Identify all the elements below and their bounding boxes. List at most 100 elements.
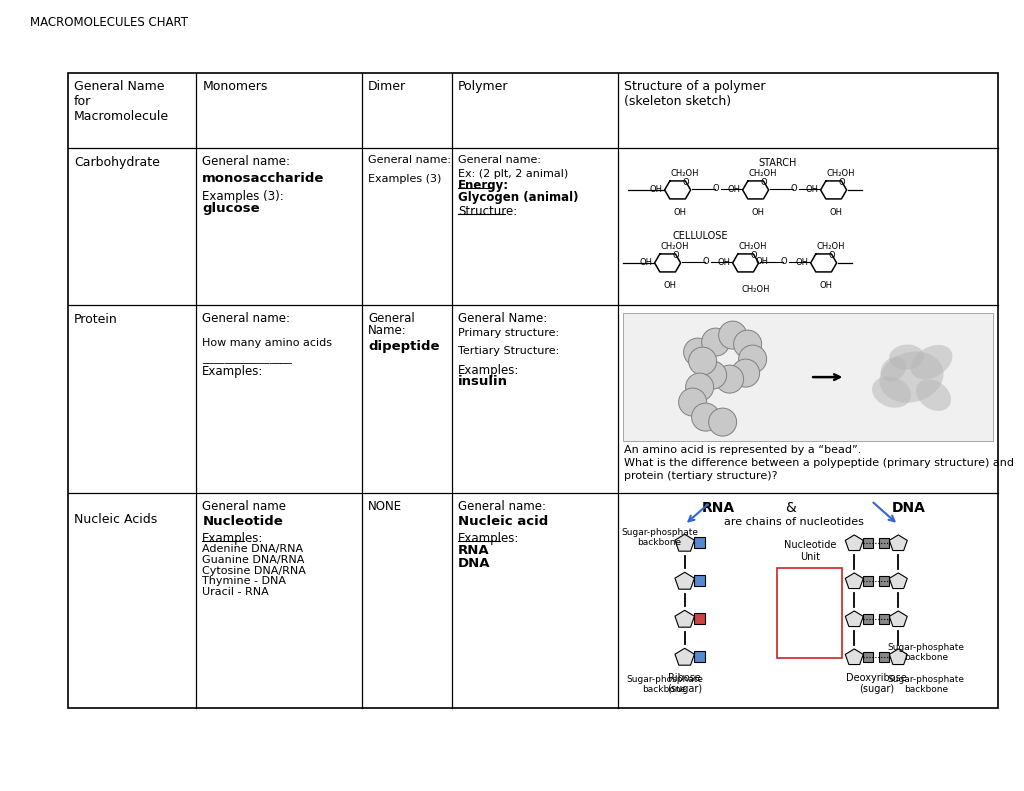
Circle shape bbox=[698, 361, 727, 389]
Text: O: O bbox=[751, 252, 758, 260]
Text: An amino acid is represented by a “bead”.: An amino acid is represented by a “bead”… bbox=[624, 445, 861, 455]
Circle shape bbox=[679, 388, 707, 416]
Polygon shape bbox=[889, 535, 907, 551]
Bar bbox=[694, 613, 706, 624]
Text: OH: OH bbox=[664, 281, 677, 290]
Bar bbox=[863, 538, 873, 548]
Text: General Name:: General Name: bbox=[458, 312, 548, 325]
Text: DNA: DNA bbox=[892, 501, 926, 515]
Text: protein (tertiary structure)?: protein (tertiary structure)? bbox=[624, 471, 777, 481]
Text: OH: OH bbox=[829, 208, 843, 217]
Text: DNA: DNA bbox=[458, 557, 490, 570]
Polygon shape bbox=[675, 534, 694, 551]
Text: General name:: General name: bbox=[203, 155, 291, 168]
Text: Uracil - RNA: Uracil - RNA bbox=[203, 587, 269, 597]
Polygon shape bbox=[675, 649, 694, 665]
Ellipse shape bbox=[881, 357, 906, 381]
Text: Protein: Protein bbox=[74, 313, 118, 327]
Text: NONE: NONE bbox=[368, 500, 402, 513]
Text: Tertiary Structure:: Tertiary Structure: bbox=[458, 346, 559, 356]
Polygon shape bbox=[889, 649, 907, 664]
Text: ________________: ________________ bbox=[203, 354, 292, 365]
Text: Nucleic acid: Nucleic acid bbox=[458, 516, 548, 528]
Ellipse shape bbox=[872, 377, 911, 408]
Text: CELLULOSE: CELLULOSE bbox=[673, 231, 728, 241]
Text: OH: OH bbox=[819, 281, 833, 290]
Circle shape bbox=[733, 330, 762, 358]
Circle shape bbox=[684, 338, 712, 366]
Polygon shape bbox=[889, 611, 907, 626]
Text: Thymine - DNA: Thymine - DNA bbox=[203, 577, 287, 586]
Text: Examples (3):: Examples (3): bbox=[203, 191, 284, 203]
Bar bbox=[777, 568, 843, 658]
Text: Examples:: Examples: bbox=[203, 532, 264, 546]
Text: Examples:: Examples: bbox=[458, 532, 519, 546]
Text: Polymer: Polymer bbox=[458, 80, 509, 93]
Text: General Name: General Name bbox=[74, 80, 165, 93]
Text: O: O bbox=[828, 252, 836, 260]
Text: CH₂OH: CH₂OH bbox=[671, 169, 699, 178]
Bar bbox=[694, 537, 706, 548]
Text: Name:: Name: bbox=[368, 324, 407, 337]
Text: &: & bbox=[785, 501, 796, 515]
Text: RNA: RNA bbox=[701, 501, 734, 515]
Text: insulin: insulin bbox=[458, 375, 508, 388]
Text: Energy:: Energy: bbox=[458, 180, 509, 192]
Text: Carbohydrate: Carbohydrate bbox=[74, 156, 160, 169]
Text: Sugar-phosphate
backbone: Sugar-phosphate backbone bbox=[888, 643, 965, 662]
Circle shape bbox=[731, 359, 760, 387]
Text: O: O bbox=[713, 184, 719, 194]
Text: OH: OH bbox=[752, 208, 765, 217]
Text: Cytosine DNA/RNA: Cytosine DNA/RNA bbox=[203, 566, 306, 576]
Bar bbox=[694, 575, 706, 586]
Text: glucose: glucose bbox=[203, 202, 260, 215]
Text: Nucleic Acids: Nucleic Acids bbox=[74, 513, 158, 526]
Circle shape bbox=[738, 345, 767, 373]
Text: Dimer: Dimer bbox=[368, 80, 406, 93]
Text: O: O bbox=[791, 184, 798, 194]
Bar bbox=[879, 576, 889, 586]
Text: Sugar-phosphate
backbone: Sugar-phosphate backbone bbox=[888, 675, 965, 694]
Bar bbox=[694, 651, 706, 662]
Text: RNA: RNA bbox=[458, 544, 489, 557]
Text: What is the difference between a polypeptide (primary structure) and: What is the difference between a polypep… bbox=[624, 458, 1014, 467]
Text: General name: General name bbox=[203, 500, 287, 513]
Text: Examples (3): Examples (3) bbox=[368, 174, 441, 184]
Text: O: O bbox=[683, 179, 689, 187]
Text: O: O bbox=[702, 257, 710, 267]
Polygon shape bbox=[845, 649, 863, 664]
Text: Adenine DNA/RNA: Adenine DNA/RNA bbox=[203, 544, 303, 554]
Text: Deoxyribose
(sugar): Deoxyribose (sugar) bbox=[846, 672, 906, 694]
Bar bbox=[623, 313, 993, 441]
Text: Sugar-phosphate
backbone: Sugar-phosphate backbone bbox=[627, 675, 703, 694]
Text: Examples:: Examples: bbox=[458, 364, 519, 377]
Text: OH: OH bbox=[756, 257, 769, 267]
Bar bbox=[68, 73, 998, 708]
Text: O: O bbox=[761, 179, 767, 187]
Text: General name:: General name: bbox=[458, 155, 541, 165]
Text: General name:: General name: bbox=[458, 500, 546, 513]
Text: Primary structure:: Primary structure: bbox=[458, 328, 559, 338]
Polygon shape bbox=[845, 611, 863, 626]
Text: O: O bbox=[780, 257, 787, 267]
Text: STARCH: STARCH bbox=[758, 158, 797, 168]
Text: How many amino acids: How many amino acids bbox=[203, 338, 333, 348]
Text: Ribose
(sugar): Ribose (sugar) bbox=[667, 672, 702, 694]
Text: Structure:: Structure: bbox=[458, 205, 517, 218]
Text: OH: OH bbox=[649, 185, 663, 195]
Text: OH: OH bbox=[640, 259, 652, 267]
Polygon shape bbox=[675, 572, 694, 589]
Text: OH: OH bbox=[674, 208, 687, 217]
Circle shape bbox=[691, 403, 720, 431]
Text: OH: OH bbox=[806, 185, 818, 195]
Text: OH: OH bbox=[796, 259, 809, 267]
Text: OH: OH bbox=[718, 259, 731, 267]
Text: Glycogen (animal): Glycogen (animal) bbox=[458, 191, 579, 204]
Bar bbox=[863, 652, 873, 662]
Text: dipeptide: dipeptide bbox=[368, 339, 439, 353]
Circle shape bbox=[686, 373, 714, 401]
Circle shape bbox=[716, 365, 743, 393]
Text: O: O bbox=[673, 252, 679, 260]
Text: General name:: General name: bbox=[368, 155, 451, 165]
Text: Structure of a polymer: Structure of a polymer bbox=[624, 80, 765, 93]
